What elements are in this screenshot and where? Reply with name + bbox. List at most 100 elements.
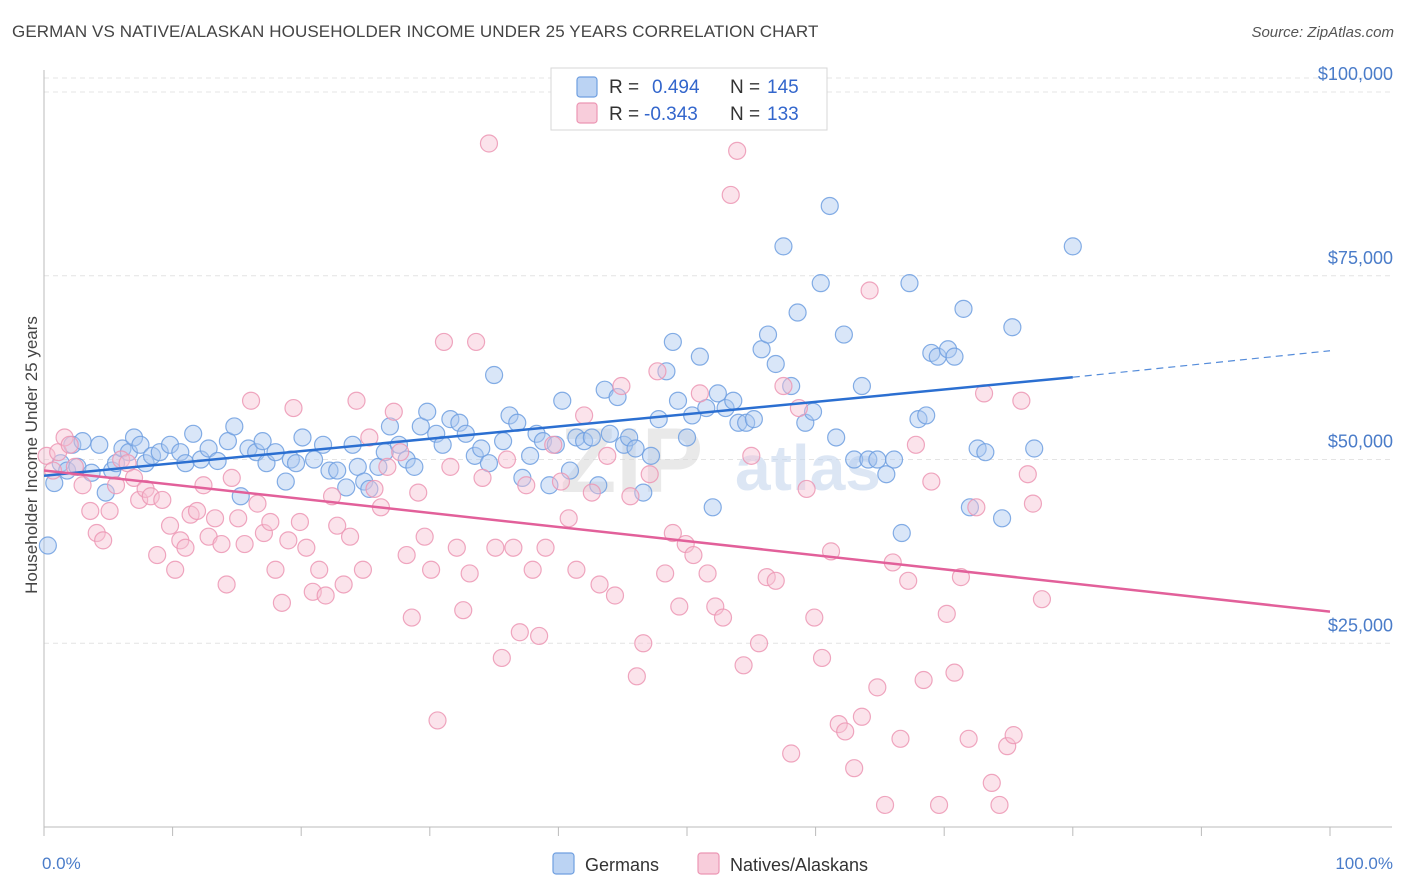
native-point-132 bbox=[922, 472, 941, 491]
native-point-15 bbox=[130, 490, 149, 510]
german-point-110 bbox=[811, 274, 830, 293]
german-point-105 bbox=[774, 237, 793, 256]
native-point-140 bbox=[982, 773, 1001, 793]
stats-legend-n-value-natives: 133 bbox=[767, 104, 799, 125]
native-point-20 bbox=[160, 516, 180, 535]
german-point-104 bbox=[766, 354, 785, 374]
german-point-129 bbox=[960, 498, 980, 517]
native-point-21 bbox=[166, 560, 185, 579]
native-point-89 bbox=[598, 446, 617, 465]
german-point-93 bbox=[690, 347, 709, 366]
native-point-8 bbox=[87, 523, 106, 543]
native-point-65 bbox=[434, 332, 454, 352]
native-point-4 bbox=[60, 435, 79, 454]
german-point-24 bbox=[199, 439, 218, 458]
native-point-121 bbox=[836, 722, 855, 741]
german-point-111 bbox=[820, 196, 839, 216]
native-point-86 bbox=[575, 406, 594, 425]
native-point-32 bbox=[229, 509, 248, 528]
german-point-120 bbox=[892, 523, 911, 543]
native-point-112 bbox=[766, 571, 785, 590]
axes-layer bbox=[43, 70, 1392, 836]
german-point-60 bbox=[465, 446, 484, 465]
native-point-145 bbox=[1018, 465, 1037, 484]
native-point-85 bbox=[567, 560, 586, 579]
german-point-112 bbox=[827, 428, 846, 447]
native-point-111 bbox=[757, 568, 776, 587]
native-point-107 bbox=[728, 141, 747, 160]
german-point-103 bbox=[758, 325, 778, 344]
native-point-45 bbox=[310, 560, 329, 579]
german-point-46 bbox=[360, 479, 379, 499]
native-point-17 bbox=[141, 487, 160, 506]
native-point-109 bbox=[742, 446, 761, 465]
native-point-137 bbox=[959, 729, 978, 748]
german-point-78 bbox=[589, 476, 608, 495]
german-point-131 bbox=[976, 443, 995, 462]
series-legend: Germans Natives/Alaskans bbox=[552, 852, 868, 875]
german-point-90 bbox=[668, 391, 688, 410]
native-point-82 bbox=[544, 435, 563, 454]
german-point-31 bbox=[253, 432, 272, 451]
native-point-59 bbox=[397, 545, 416, 565]
native-point-135 bbox=[945, 663, 964, 682]
native-point-113 bbox=[774, 376, 793, 396]
stats-legend-r-value-germans: 0.494 bbox=[652, 77, 700, 98]
native-point-52 bbox=[353, 560, 373, 579]
chart-source: Source: ZipAtlas.com bbox=[1251, 24, 1394, 41]
native-point-116 bbox=[797, 479, 816, 499]
german-point-101 bbox=[744, 410, 763, 429]
german-point-86 bbox=[641, 446, 661, 465]
native-point-77 bbox=[510, 623, 529, 642]
stats-legend-n-label-germans: N = bbox=[730, 77, 760, 98]
native-point-54 bbox=[365, 479, 384, 499]
german-point-89 bbox=[663, 332, 682, 352]
native-point-49 bbox=[334, 575, 353, 594]
series-legend-swatch-germans bbox=[552, 852, 575, 875]
native-point-90 bbox=[605, 586, 625, 605]
native-point-51 bbox=[347, 391, 366, 410]
native-point-26 bbox=[194, 476, 213, 495]
german-point-107 bbox=[788, 303, 807, 322]
points-layer bbox=[37, 134, 1082, 815]
native-point-133 bbox=[929, 795, 949, 815]
labels-layer: Householder Income Under 25 years 0.0% 1… bbox=[22, 64, 1393, 873]
x-tick-label-min: 0.0% bbox=[42, 854, 81, 873]
native-point-126 bbox=[875, 795, 895, 815]
native-point-78 bbox=[517, 476, 536, 495]
german-point-58 bbox=[450, 413, 469, 432]
native-point-30 bbox=[217, 575, 236, 594]
native-point-118 bbox=[812, 648, 832, 668]
native-point-124 bbox=[860, 281, 879, 300]
german-point-113 bbox=[834, 325, 853, 344]
native-point-97 bbox=[656, 564, 675, 583]
native-point-60 bbox=[402, 608, 421, 627]
german-point-19 bbox=[160, 435, 180, 454]
native-point-102 bbox=[690, 384, 709, 403]
german-point-119 bbox=[884, 450, 904, 469]
german-point-37 bbox=[293, 428, 312, 447]
native-point-56 bbox=[378, 457, 397, 476]
german-point-52 bbox=[405, 457, 424, 476]
native-point-73 bbox=[486, 538, 505, 557]
native-point-63 bbox=[421, 560, 441, 579]
stats-legend-n-value-germans: 145 bbox=[767, 77, 799, 98]
german-point-73 bbox=[553, 391, 572, 410]
native-point-61 bbox=[409, 483, 428, 502]
native-point-122 bbox=[845, 759, 864, 778]
native-point-58 bbox=[391, 443, 410, 462]
stats-legend: R = 0.494 N = 145 R = -0.343 N = 133 bbox=[550, 67, 828, 131]
german-point-84 bbox=[626, 439, 645, 458]
german-point-71 bbox=[540, 476, 559, 495]
native-point-81 bbox=[536, 538, 555, 557]
native-point-143 bbox=[1004, 726, 1023, 745]
native-point-71 bbox=[473, 468, 492, 487]
series-legend-label-natives: Natives/Alaskans bbox=[730, 855, 868, 875]
german-point-117 bbox=[868, 450, 887, 469]
native-point-19 bbox=[153, 490, 172, 510]
native-point-123 bbox=[852, 707, 871, 726]
native-point-117 bbox=[805, 608, 824, 627]
native-point-57 bbox=[384, 402, 403, 421]
native-point-108 bbox=[734, 656, 753, 675]
native-point-114 bbox=[782, 744, 801, 763]
